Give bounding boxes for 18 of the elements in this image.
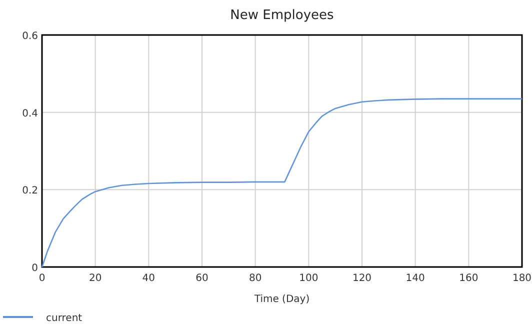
x-axis-title: Time (Day) bbox=[253, 294, 310, 305]
y-tick-label: 0.4 bbox=[22, 108, 38, 120]
x-tick-label: 60 bbox=[196, 273, 208, 284]
x-tick-label: 120 bbox=[352, 273, 372, 284]
y-tick-label: 0.6 bbox=[22, 31, 38, 42]
x-tick-label: 160 bbox=[459, 273, 478, 284]
x-tick-label: 40 bbox=[142, 273, 156, 284]
x-tick-label: 20 bbox=[88, 273, 102, 284]
legend-label: current bbox=[46, 313, 82, 324]
x-tick-label: 0 bbox=[38, 273, 46, 284]
line-series bbox=[41, 98, 523, 268]
chart-title: New Employees bbox=[230, 8, 334, 23]
x-tick-label: 140 bbox=[406, 273, 425, 284]
x-tick-label: 100 bbox=[299, 273, 318, 284]
x-tick-label: 80 bbox=[248, 273, 262, 284]
x-tick-label: 180 bbox=[512, 273, 532, 284]
y-tick-label: 0 bbox=[32, 263, 38, 274]
y-tick-label: 0.2 bbox=[22, 186, 38, 197]
